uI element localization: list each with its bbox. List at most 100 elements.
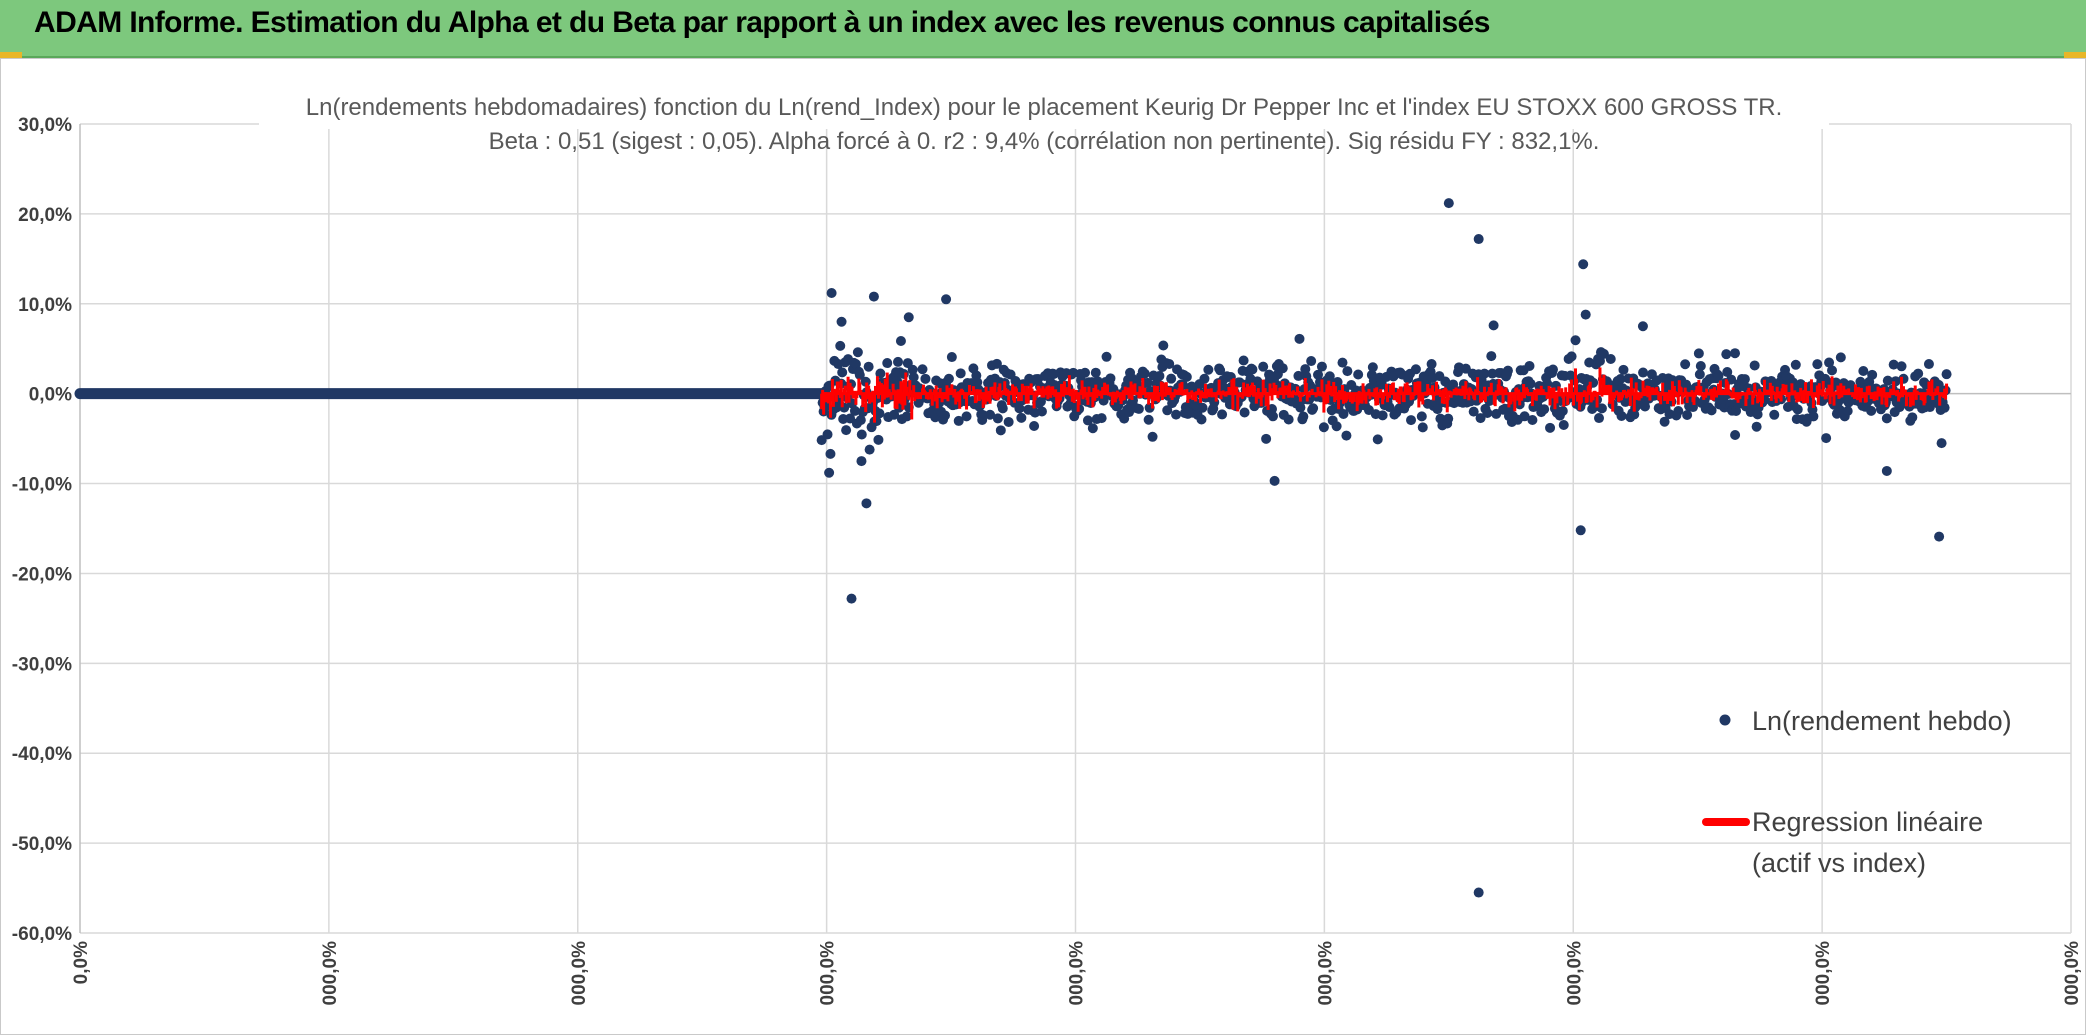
data-point [1162, 405, 1173, 416]
y-tick-label: 20,0% [18, 205, 72, 226]
legend: Ln(rendement hebdo) Regression linéaire … [1702, 706, 2012, 878]
data-point [1812, 359, 1823, 370]
outlier-point [836, 316, 847, 327]
data-point [841, 425, 852, 436]
data-point [889, 409, 900, 420]
data-point [1821, 433, 1832, 444]
data-point [1941, 369, 1952, 380]
data-point [1640, 401, 1651, 412]
data-point [1416, 411, 1427, 422]
data-point [1215, 365, 1226, 376]
data-point [854, 369, 865, 380]
data-point [1835, 352, 1846, 363]
data-point [1181, 371, 1192, 382]
data-point [893, 356, 904, 367]
data-point [1372, 434, 1383, 445]
data-point [1143, 414, 1154, 425]
data-point [1881, 413, 1892, 424]
data-point [1239, 407, 1250, 418]
data-point [997, 403, 1008, 414]
data-point [855, 415, 866, 426]
data-point [1659, 416, 1670, 427]
data-point [1331, 421, 1342, 432]
data-point [1790, 359, 1801, 370]
data-point [1142, 377, 1153, 388]
scatter-chart: Ln(rendements hebdomadaires) fonction du… [12, 85, 2083, 1006]
data-point [953, 415, 964, 426]
data-point [875, 368, 886, 379]
y-tick-label: -10,0% [12, 475, 72, 496]
x-tick-label: 000,0% [1813, 941, 1834, 1006]
data-point [1486, 351, 1497, 362]
data-point [1502, 365, 1513, 376]
data-point [995, 425, 1006, 436]
outlier-point [1473, 887, 1484, 898]
x-tick-label: 000,0% [569, 941, 590, 1006]
data-point [1443, 413, 1454, 424]
data-point [1695, 360, 1706, 371]
outlier-point [1473, 234, 1484, 245]
corner-mark-top-right [2064, 52, 2086, 60]
outlier-point [1443, 198, 1454, 209]
data-point [1353, 369, 1364, 380]
data-point [1316, 361, 1327, 372]
data-point [1367, 362, 1378, 373]
data-point [1638, 367, 1649, 378]
chart-frame: Ln(rendements hebdomadaires) fonction du… [0, 58, 2086, 1035]
data-point [822, 429, 833, 440]
outlier-point [1730, 348, 1741, 359]
data-point [1933, 379, 1944, 390]
data-point [1105, 373, 1116, 384]
data-point [1939, 402, 1950, 413]
data-point [1090, 367, 1101, 378]
data-point [1527, 414, 1538, 425]
data-point [1824, 357, 1835, 368]
data-point [1164, 358, 1175, 369]
data-point [1542, 378, 1553, 389]
data-point [992, 413, 1003, 424]
data-point [1594, 413, 1605, 424]
data-point [1199, 373, 1210, 384]
data-point [1524, 360, 1535, 371]
data-point [1308, 403, 1319, 414]
data-point [1261, 433, 1272, 444]
x-tick-label: 000,0% [1067, 941, 1088, 1006]
data-point [1003, 416, 1014, 427]
data-point [874, 408, 885, 419]
y-tick-label: 30,0% [18, 115, 72, 136]
data-point [863, 361, 874, 372]
data-point [1147, 431, 1158, 442]
outlier-point [846, 593, 857, 604]
outlier-point [1934, 531, 1945, 542]
legend-label-points: Ln(rendement hebdo) [1752, 706, 2012, 736]
data-point [1337, 357, 1348, 368]
data-point [1460, 363, 1471, 374]
data-point [1923, 359, 1934, 370]
outlier-point [1578, 259, 1589, 270]
data-point [1406, 415, 1417, 426]
outlier-point [1881, 465, 1892, 476]
data-point [1792, 404, 1803, 415]
data-point [985, 409, 996, 420]
data-point [1680, 359, 1691, 370]
data-point [1197, 402, 1208, 413]
data-point [1338, 408, 1349, 419]
legend-marker-points [1719, 714, 1731, 726]
data-point [1558, 419, 1569, 430]
data-point [1866, 405, 1877, 416]
data-point [946, 352, 957, 363]
data-point [1035, 396, 1046, 407]
data-point [1298, 411, 1309, 422]
data-point [1545, 422, 1556, 433]
data-point [1277, 363, 1288, 374]
outlier-point [868, 291, 879, 302]
data-point [1618, 364, 1629, 375]
data-point [845, 413, 856, 424]
y-tick-labels: 30,0% 20,0% 10,0% 0,0% -10,0% -20,0% -30,0% -40… [12, 115, 72, 945]
data-point [1827, 365, 1838, 376]
data-point [1186, 381, 1197, 392]
x-tick-labels: 0,0% 000,0% 000,0% 000,0% 000,0% 000,0% 000,0%… [71, 941, 2083, 1006]
data-point [1203, 364, 1214, 375]
data-point [1166, 373, 1177, 384]
y-tick-label: 0,0% [29, 385, 72, 406]
